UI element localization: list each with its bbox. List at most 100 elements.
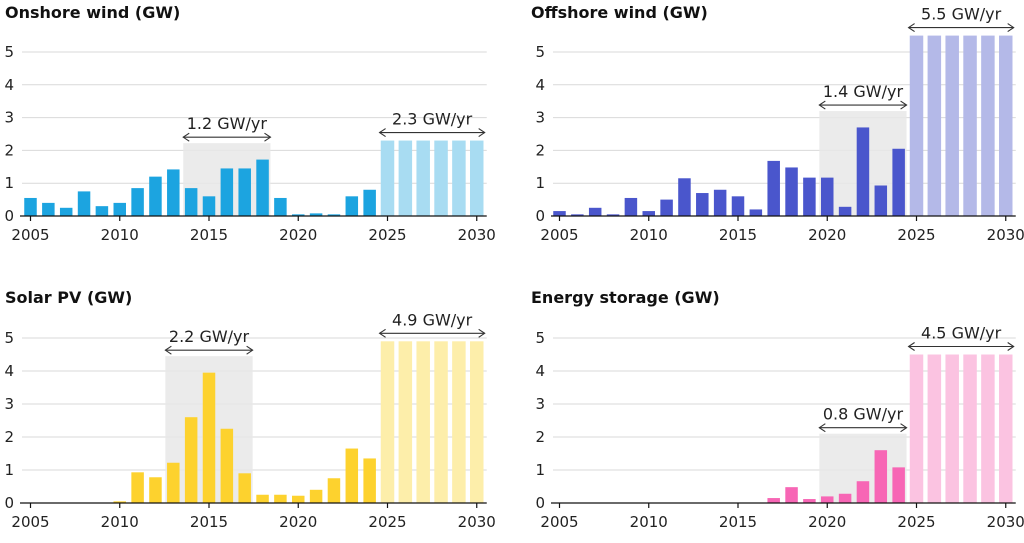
bar: [131, 188, 144, 216]
annotation-arrowhead-right: [900, 100, 908, 110]
bars-historical: [24, 159, 376, 216]
bar-projection: [452, 140, 466, 216]
bar-projection: [927, 354, 942, 503]
annotation-arrowhead-left: [182, 132, 190, 142]
x-tick-label: 2005: [11, 513, 49, 531]
y-tick-label: 3: [535, 395, 545, 413]
bar-projection: [434, 140, 448, 216]
x-tick-label: 2015: [719, 513, 757, 531]
annotation-label: 5.5 GW/yr: [921, 5, 1002, 24]
rate-annotation: 2.3 GW/yr: [378, 110, 486, 138]
x-tick-label: 2030: [458, 226, 496, 244]
bar-projection: [909, 354, 924, 503]
bars-projection: [380, 140, 484, 216]
chart-panel-onshore-wind: Onshore wind (GW) 0 1 2 3 4 5 1.2 GW/yr 2005 201…: [0, 0, 500, 262]
rate-annotation: 4.9 GW/yr: [378, 310, 486, 338]
bar-projection: [945, 35, 959, 216]
x-tick-label: 2025: [368, 226, 406, 244]
annotation-arrowhead-right: [900, 423, 908, 433]
bar: [345, 196, 359, 216]
x-axis: 2005 2010 2015 2020 2025 2030: [11, 216, 496, 244]
y-axis: 0 1 2 3 4 5: [535, 43, 545, 225]
bar: [767, 498, 780, 503]
bar: [821, 496, 834, 503]
bar: [238, 168, 251, 216]
y-tick-label: 4: [535, 76, 545, 94]
bar: [202, 196, 216, 216]
bar: [131, 472, 144, 503]
x-tick-label: 2030: [987, 513, 1024, 531]
bar: [345, 448, 359, 503]
bar-projection: [963, 35, 977, 216]
bar: [149, 176, 162, 216]
bar: [892, 467, 905, 503]
x-tick-label: 2005: [540, 513, 578, 531]
bar-projection: [380, 140, 395, 216]
y-tick-label: 5: [535, 329, 545, 347]
y-axis: 0 1 2 3 4 5: [535, 329, 545, 512]
annotation-label: 4.5 GW/yr: [921, 324, 1002, 343]
y-tick-label: 3: [535, 109, 545, 127]
annotation-label: 1.4 GW/yr: [823, 82, 904, 101]
bar-projection: [999, 35, 1013, 216]
bar: [803, 177, 816, 216]
annotation-arrowhead-left: [907, 23, 915, 33]
x-tick-label: 2005: [11, 226, 49, 244]
bar: [571, 214, 584, 216]
y-tick-label: 2: [535, 428, 545, 446]
bars-projection: [380, 341, 484, 503]
x-tick-label: 2020: [279, 513, 317, 531]
bar: [731, 196, 745, 216]
bar-projection: [999, 354, 1013, 503]
annotation-arrowhead-right: [1007, 342, 1015, 351]
annotation-arrowhead-right: [478, 128, 486, 138]
bar-projection: [380, 341, 395, 503]
x-tick-label: 2010: [101, 513, 139, 531]
rate-annotation: 5.5 GW/yr: [907, 5, 1015, 33]
y-axis: 0 1 2 3 4 5: [4, 43, 14, 225]
chart-panel-energy-storage: Energy storage (GW) 0 1 2 3 4 5 0.8 GW/yr 2005 2…: [525, 277, 1024, 539]
bars-projection: [909, 354, 1013, 503]
bar: [678, 178, 691, 216]
bar: [838, 206, 852, 216]
annotation-label: 2.2 GW/yr: [169, 327, 250, 346]
annotation-arrowhead-left: [818, 423, 826, 433]
bar: [696, 193, 709, 216]
y-tick-label: 3: [4, 109, 14, 127]
bar: [256, 159, 269, 216]
bar: [77, 191, 91, 216]
bar-projection: [963, 354, 977, 503]
bar-projection: [398, 341, 413, 503]
bar: [274, 197, 287, 216]
bar: [803, 499, 816, 503]
y-tick-label: 5: [4, 329, 14, 347]
x-tick-label: 2025: [897, 226, 935, 244]
x-tick-label: 2020: [808, 513, 846, 531]
bar: [113, 202, 126, 216]
x-tick-label: 2020: [279, 226, 317, 244]
y-tick-label: 1: [4, 174, 14, 192]
bar: [184, 417, 198, 503]
bar-projection: [416, 140, 430, 216]
bars-historical: [113, 372, 376, 503]
y-tick-label: 2: [4, 141, 14, 159]
y-axis: 0 1 2 3 4 5: [4, 329, 14, 512]
x-tick-label: 2030: [987, 226, 1024, 244]
bar-projection: [470, 140, 484, 216]
bar: [167, 169, 180, 216]
bar: [292, 214, 305, 216]
y-tick-label: 3: [4, 395, 14, 413]
x-tick-label: 2025: [368, 513, 406, 531]
x-axis: 2005 2010 2015 2020 2025 2030: [540, 216, 1024, 244]
annotation-label: 1.2 GW/yr: [187, 114, 268, 133]
y-tick-label: 4: [535, 362, 545, 380]
bar-projection: [434, 341, 448, 503]
bar: [874, 450, 888, 503]
y-tick-label: 5: [535, 43, 545, 61]
x-tick-label: 2025: [897, 513, 935, 531]
bar: [856, 481, 870, 503]
bars-projection: [909, 35, 1013, 216]
bar: [363, 189, 376, 216]
y-tick-label: 4: [4, 76, 14, 94]
